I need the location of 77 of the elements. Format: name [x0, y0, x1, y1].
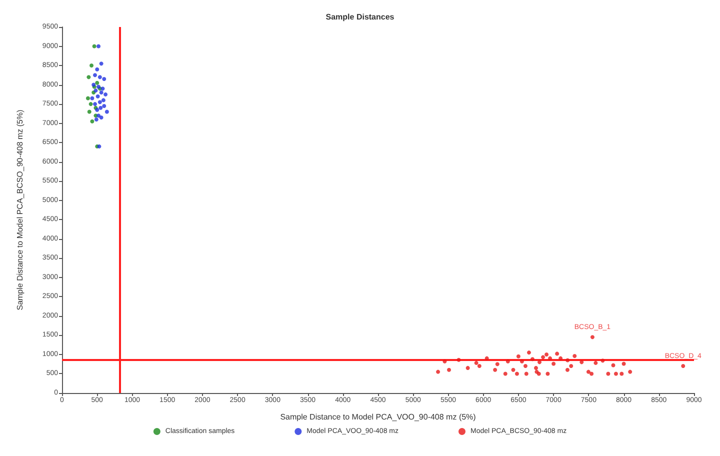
point [594, 360, 598, 365]
point [95, 80, 100, 85]
point [89, 64, 94, 68]
point [558, 356, 563, 360]
point [495, 362, 500, 366]
point [92, 44, 96, 48]
point [95, 67, 100, 72]
point [614, 372, 618, 376]
point [99, 90, 104, 94]
point [566, 358, 570, 362]
point [611, 363, 616, 368]
point [523, 364, 528, 368]
point [514, 372, 519, 376]
point [104, 92, 108, 96]
point [572, 354, 577, 358]
point [526, 350, 531, 355]
point [100, 86, 105, 91]
point [590, 335, 594, 340]
point [102, 77, 106, 82]
point [96, 44, 101, 48]
point [620, 372, 624, 376]
point [541, 355, 546, 360]
point [98, 100, 102, 104]
point [530, 357, 534, 362]
point [555, 352, 560, 356]
point [93, 73, 98, 78]
point [546, 372, 550, 376]
point [493, 368, 498, 372]
point [94, 117, 98, 122]
point [606, 372, 610, 376]
point [484, 356, 489, 360]
point [474, 360, 478, 365]
point [628, 370, 632, 374]
point [102, 104, 106, 108]
point [552, 362, 556, 366]
y-axis-title: Sample Distance to Model PCA_BCSO_90-408 mz (5%) [16, 109, 24, 310]
point [569, 364, 574, 368]
point [101, 98, 106, 102]
point [520, 359, 524, 364]
point [511, 368, 516, 372]
point [98, 106, 103, 110]
point [580, 360, 584, 364]
point [586, 370, 590, 374]
point [590, 372, 594, 376]
point [477, 364, 482, 368]
point [544, 352, 549, 356]
point [93, 102, 98, 106]
point [548, 356, 552, 360]
point [565, 368, 570, 372]
point [524, 372, 528, 376]
chart-title: Sample Distances [326, 12, 395, 22]
point [86, 96, 90, 100]
point [96, 94, 100, 98]
point [88, 102, 93, 106]
point [456, 358, 461, 362]
point [622, 362, 626, 366]
point [538, 360, 542, 364]
point [90, 119, 94, 124]
point [503, 372, 508, 376]
point [600, 358, 605, 363]
point [99, 116, 104, 120]
point [447, 368, 451, 372]
point [96, 114, 101, 118]
point [99, 62, 104, 66]
point [90, 96, 94, 100]
point [98, 75, 102, 80]
point [506, 359, 510, 364]
point [534, 366, 538, 370]
point [104, 110, 109, 114]
point [681, 364, 686, 368]
x-axis-title: Sample Distance to Model PCA_VOO_90-408 mz (5%) [280, 412, 476, 422]
point [436, 370, 440, 374]
point [87, 110, 92, 114]
point [466, 366, 470, 370]
point [86, 75, 91, 80]
point [516, 354, 520, 358]
point [442, 359, 447, 364]
